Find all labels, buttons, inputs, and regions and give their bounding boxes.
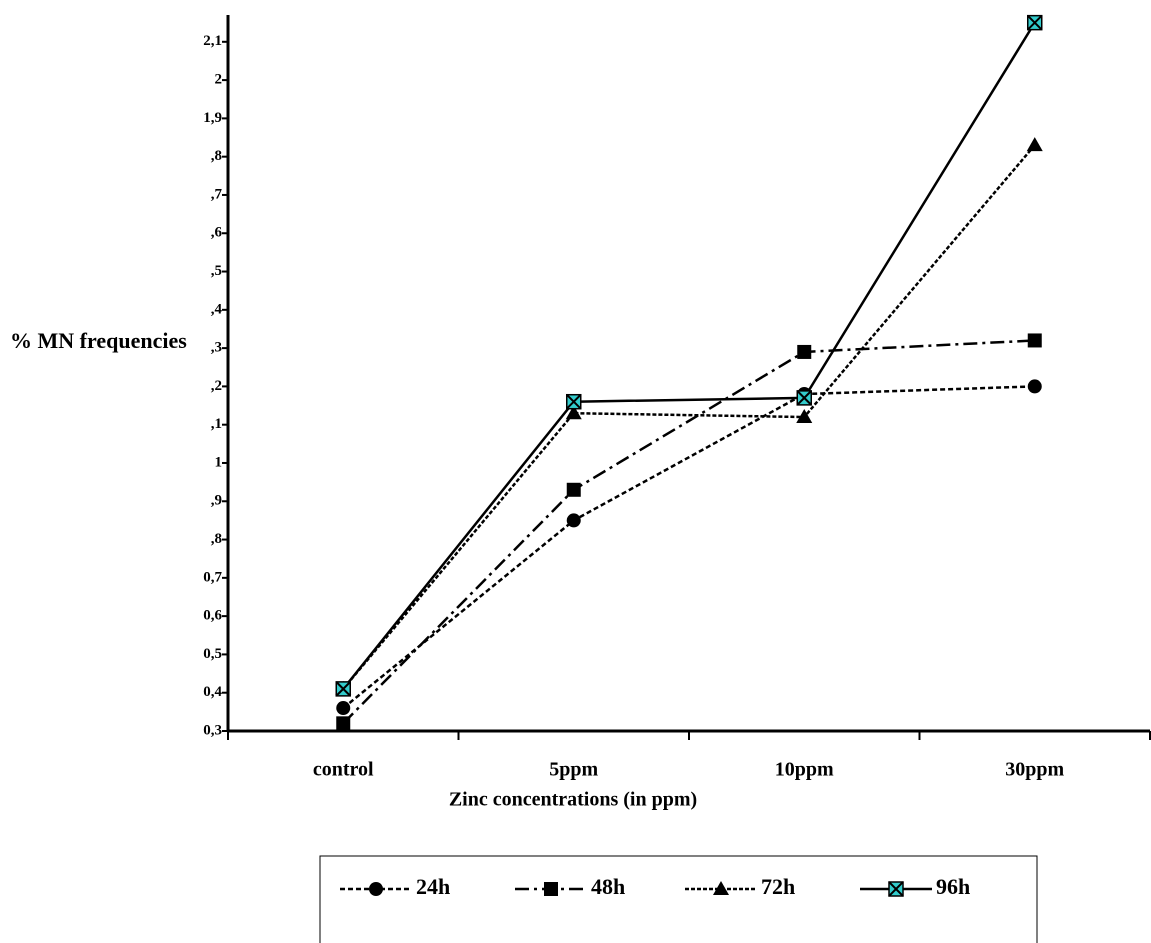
y-tick-label: ,9 xyxy=(211,493,222,509)
legend-label: 24h xyxy=(416,874,450,899)
marker xyxy=(713,881,729,895)
x-tick-label: 5ppm xyxy=(549,759,598,781)
y-tick-label: ,8 xyxy=(211,148,222,164)
y-axis-label: % MN frequencies xyxy=(10,328,187,353)
marker xyxy=(544,882,558,896)
y-tick-label: ,1 xyxy=(211,416,222,432)
marker xyxy=(566,513,581,528)
marker xyxy=(566,393,582,410)
legend-label: 48h xyxy=(591,874,625,899)
x-tick-label: 30ppm xyxy=(1005,759,1064,781)
marker xyxy=(336,716,351,731)
marker xyxy=(566,482,581,497)
marker xyxy=(1027,333,1042,348)
marker xyxy=(797,344,812,359)
y-tick-label: 0,7 xyxy=(203,569,222,585)
x-axis-label: Zinc concentrations (in ppm) xyxy=(449,789,697,811)
legend-label: 72h xyxy=(761,874,795,899)
marker xyxy=(369,882,383,896)
marker xyxy=(1027,379,1042,394)
marker xyxy=(796,390,812,406)
marker xyxy=(335,681,351,697)
marker xyxy=(1026,137,1043,152)
series-line xyxy=(342,339,1035,725)
y-tick-label: ,3 xyxy=(211,340,222,356)
y-tick-label: 0,5 xyxy=(203,646,222,662)
y-tick-label: 0,3 xyxy=(203,722,222,738)
marker xyxy=(796,409,813,424)
legend-box xyxy=(319,855,1038,943)
y-tick-label: ,7 xyxy=(211,186,223,202)
series-line xyxy=(342,22,1036,690)
marker xyxy=(1027,14,1043,31)
series-line xyxy=(342,144,1036,690)
y-tick-label: ,2 xyxy=(211,378,222,394)
y-tick-label: 2 xyxy=(215,72,223,88)
x-tick-label: 10ppm xyxy=(775,759,834,781)
marker xyxy=(888,881,904,897)
y-tick-label: ,4 xyxy=(211,301,223,317)
y-tick-label: 1,9 xyxy=(203,110,222,126)
legend-label: 96h xyxy=(936,874,970,899)
y-tick-label: 0,4 xyxy=(203,684,222,700)
y-tick-label: ,8 xyxy=(211,531,222,547)
y-tick-label: 0,6 xyxy=(203,608,222,624)
x-tick-label: control xyxy=(313,759,374,781)
y-tick-label: ,5 xyxy=(211,263,222,279)
marker xyxy=(565,405,582,420)
marker xyxy=(336,701,351,716)
y-tick-label: ,6 xyxy=(211,225,223,241)
y-tick-label: 2,1 xyxy=(203,33,222,49)
series-line xyxy=(342,385,1035,709)
y-tick-label: 1 xyxy=(215,454,223,470)
